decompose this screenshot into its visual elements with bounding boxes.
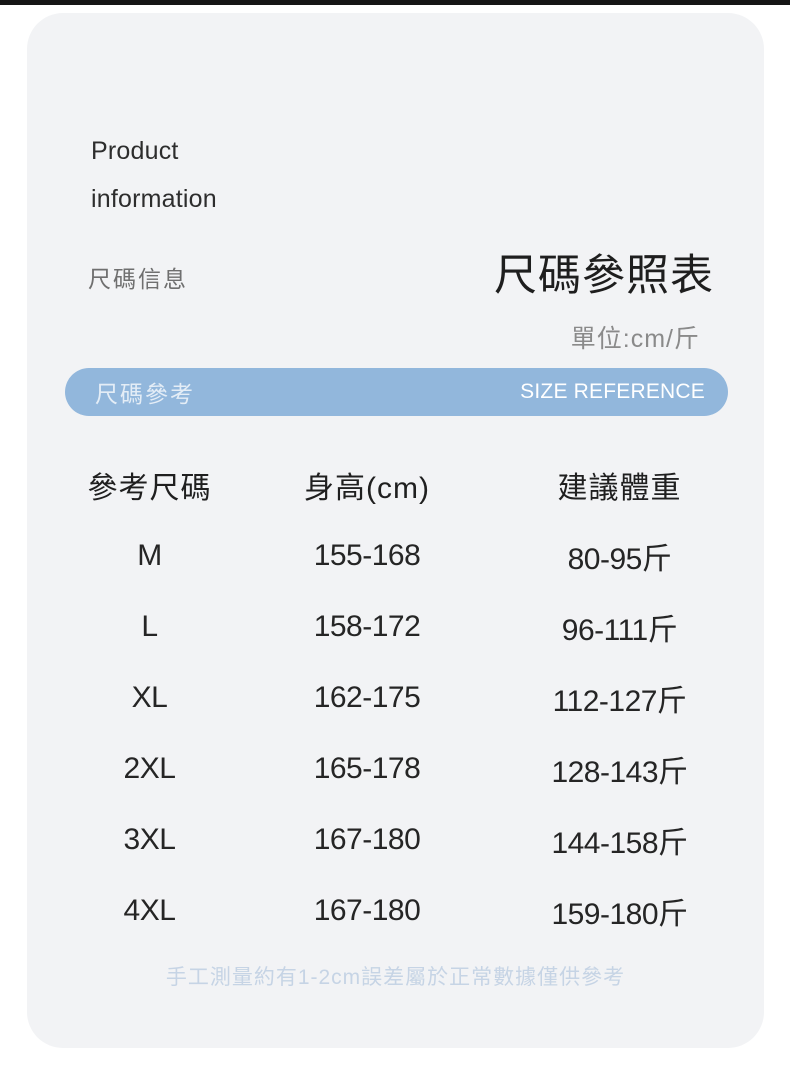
cell-height: 167-180 [313,822,421,856]
cell-weight: 112-127斤 [552,684,687,718]
cell-height: 162-175 [313,680,421,714]
cell-height: 165-178 [313,751,421,785]
column-header-size: 參考尺碼 [87,471,212,505]
table-row: M 155-168 80-95斤 [57,520,747,591]
size-reference-banner: 尺碼參考 SIZE REFERENCE [65,368,728,416]
cell-size: L [141,609,158,643]
cell-size: 4XL [123,893,176,927]
cell-height: 155-168 [313,538,421,572]
page-title: 尺碼參照表 [494,252,714,300]
table-row: 2XL 165-178 128-143斤 [57,733,747,804]
table-row: XL 162-175 112-127斤 [57,662,747,733]
cell-weight: 96-111斤 [561,613,678,647]
size-table: 參考尺碼 身高(cm) 建議體重 M 155-168 80-95斤 L 158-… [57,449,747,946]
cell-size: 2XL [123,751,176,785]
section-label: 尺碼信息 [88,266,188,292]
measurement-disclaimer: 手工測量約有1-2cm誤差屬於正常數據僅供參考 [165,966,626,989]
product-info-card: Product information 尺碼信息 尺碼參照表 單位:cm/斤 尺… [27,13,764,1048]
brand-heading-line-1: Product [91,137,179,165]
column-header-height: 身高(cm) [304,471,430,505]
cell-height: 158-172 [313,609,421,643]
cell-size: M [137,538,162,572]
banner-label-en: SIZE REFERENCE [520,380,705,403]
cell-height: 167-180 [313,893,421,927]
table-row: 4XL 167-180 159-180斤 [57,875,747,946]
banner-label-cn: 尺碼參考 [95,381,195,407]
cell-weight: 80-95斤 [567,542,672,576]
brand-heading-line-2: information [91,185,217,213]
table-row: L 158-172 96-111斤 [57,591,747,662]
unit-note: 單位:cm/斤 [570,325,700,353]
table-header-row: 參考尺碼 身高(cm) 建議體重 [57,449,747,520]
cell-size: 3XL [123,822,176,856]
cell-weight: 144-158斤 [551,826,688,860]
column-header-weight: 建議體重 [557,471,682,505]
cell-weight: 128-143斤 [551,755,688,789]
cell-size: XL [131,680,168,714]
cell-weight: 159-180斤 [551,897,688,931]
table-row: 3XL 167-180 144-158斤 [57,804,747,875]
top-border-bar [0,0,790,5]
